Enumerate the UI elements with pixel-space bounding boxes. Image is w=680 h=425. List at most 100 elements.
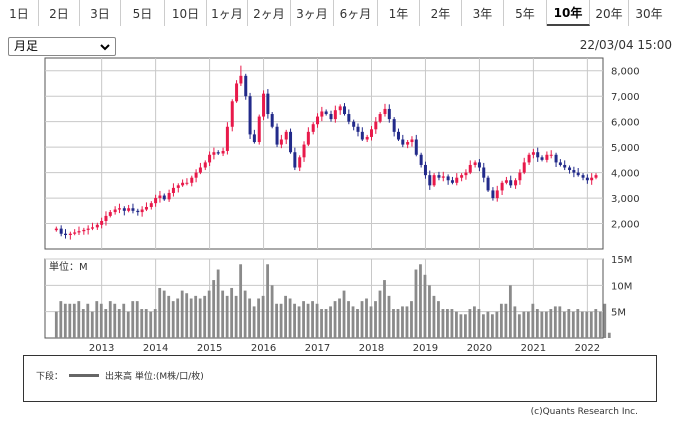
volume-bar — [117, 309, 121, 338]
candle-body — [122, 208, 126, 211]
candle-body — [306, 131, 310, 145]
volume-bar — [562, 311, 566, 338]
tab-11[interactable]: 3年 — [462, 0, 504, 26]
candle-body — [500, 182, 504, 191]
candle-body — [352, 121, 356, 127]
volume-bar — [135, 301, 139, 338]
volume-bar — [504, 303, 508, 338]
y-tick-label: 8,000 — [611, 67, 640, 78]
candle-body — [423, 164, 427, 176]
volume-bar — [99, 303, 103, 338]
candle-body — [460, 175, 464, 178]
tab-2[interactable]: 3日 — [80, 0, 121, 26]
candle-body — [176, 185, 180, 188]
volume-bar — [180, 290, 184, 338]
volume-bar — [585, 311, 589, 338]
candle-body — [154, 198, 158, 204]
candle-body — [190, 177, 194, 183]
tab-7[interactable]: 3ヶ月 — [291, 0, 334, 26]
volume-bar — [594, 309, 598, 338]
tab-5[interactable]: 1ヶ月 — [207, 0, 248, 26]
tab-13[interactable]: 10年 — [547, 0, 590, 26]
volume-bar — [513, 306, 517, 338]
volume-bar — [405, 306, 409, 338]
tab-10[interactable]: 2年 — [420, 0, 462, 26]
y-tick-label: 2,000 — [611, 220, 640, 231]
volume-bar — [72, 303, 76, 338]
volume-bar — [59, 301, 63, 338]
candle-body — [581, 175, 585, 178]
candle-body — [572, 170, 576, 173]
volume-bar — [369, 306, 373, 338]
volume-bar — [419, 264, 422, 338]
volume-bar — [446, 309, 449, 338]
volume-bar — [324, 309, 328, 338]
candle-body — [90, 227, 94, 229]
candle-body — [540, 157, 544, 160]
stock-chart: 2013 2014 2015 2016 2017 2018 2019 2020 2021 2022… — [44, 57, 640, 354]
candle-body — [477, 162, 481, 168]
volume-bar — [234, 295, 238, 338]
volume-bar — [302, 301, 305, 338]
tab-15[interactable]: 30年 — [635, 6, 663, 21]
volume-bar — [351, 306, 355, 338]
x-tick-label: 2017 — [305, 343, 330, 354]
candle-body — [356, 126, 360, 132]
tab-3[interactable]: 5日 — [121, 0, 165, 26]
y-tick-label: 4,000 — [611, 169, 640, 180]
candle-body — [464, 172, 468, 176]
candle-body — [585, 177, 589, 181]
tab-1[interactable]: 2日 — [39, 0, 80, 26]
tab-4[interactable]: 10日 — [165, 0, 207, 26]
candle-body — [235, 83, 239, 102]
candle-body — [531, 152, 535, 155]
x-tick-label: 2013 — [89, 343, 114, 354]
chevron-down-icon — [100, 44, 110, 51]
candle-body — [455, 177, 459, 183]
candle-body — [563, 164, 567, 168]
x-tick-label: 2018 — [359, 343, 384, 354]
candle-body — [316, 116, 320, 125]
tab-12[interactable]: 5年 — [504, 0, 547, 26]
tab-6[interactable]: 2ヶ月 — [248, 0, 291, 26]
candle-body — [270, 114, 274, 127]
x-tick-label: 2021 — [521, 343, 546, 354]
volume-bar — [455, 311, 458, 338]
volume-bar — [149, 311, 153, 338]
candle-body — [73, 232, 77, 234]
candle-body — [369, 129, 373, 137]
candle-body — [568, 167, 572, 171]
candle-body — [68, 233, 72, 235]
x-tick-label: 2020 — [467, 343, 492, 354]
period-select-value: 月足 — [14, 39, 39, 53]
volume-bar — [239, 264, 243, 338]
candle-body — [221, 150, 225, 154]
candle-body — [63, 233, 67, 235]
tab-9[interactable]: 1年 — [378, 0, 420, 26]
candle-body — [482, 167, 486, 178]
volume-bar — [540, 311, 544, 338]
tab-14[interactable]: 20年 — [590, 0, 629, 26]
volume-bar — [279, 303, 283, 338]
candle-body — [136, 210, 140, 213]
x-tick-label: 2019 — [413, 343, 438, 354]
volume-bar — [387, 295, 391, 338]
volume-bar — [333, 301, 337, 338]
volume-bar — [459, 314, 463, 338]
candle-body — [225, 126, 229, 151]
tab-8[interactable]: 6ヶ月 — [334, 0, 378, 26]
candle-body — [117, 208, 121, 210]
candle-body — [347, 114, 351, 122]
period-select[interactable]: 月足 — [8, 37, 116, 56]
candle-body — [473, 162, 477, 165]
volume-bar — [207, 290, 211, 338]
volume-bar — [113, 303, 117, 338]
x-tick-label: 2022 — [575, 343, 600, 354]
candle-body — [536, 152, 540, 158]
volume-bar — [378, 290, 382, 338]
tab-0[interactable]: 1日 — [0, 0, 39, 26]
candle-body — [527, 154, 531, 163]
candle-body — [203, 162, 207, 168]
volume-bar — [392, 309, 395, 338]
volume-bar — [535, 309, 539, 338]
